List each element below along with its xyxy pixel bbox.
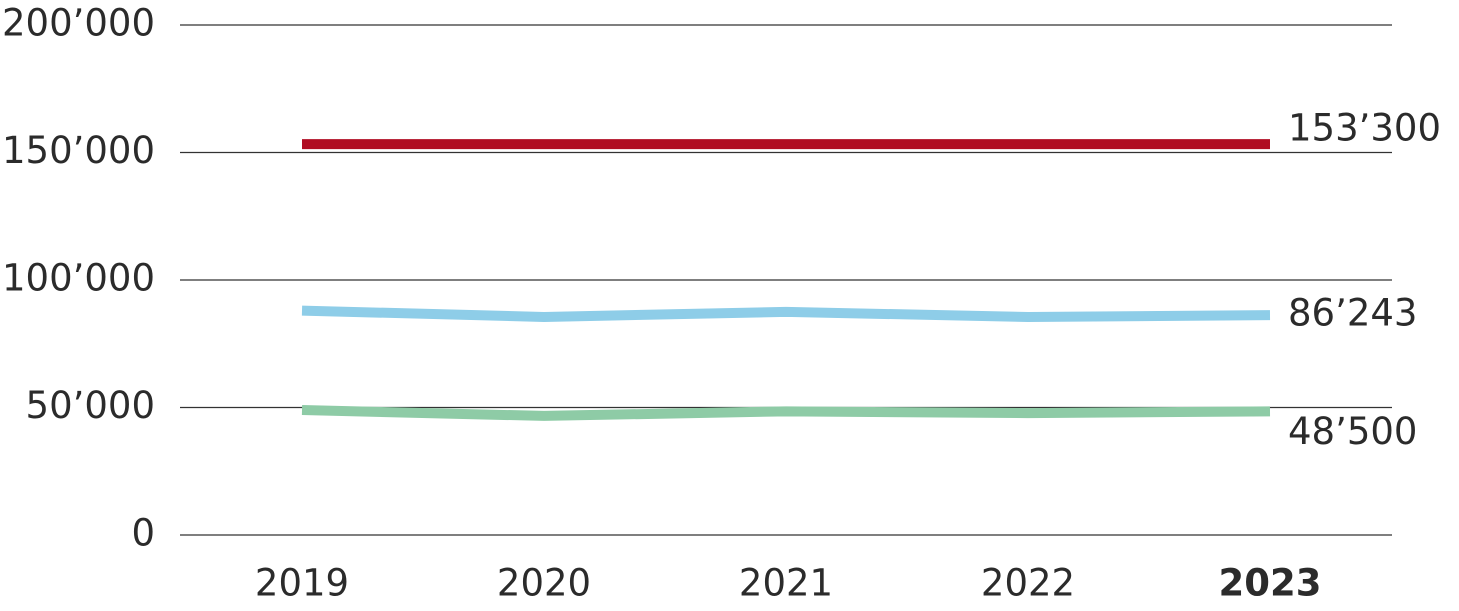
x-tick-label: 2019 [255, 562, 349, 605]
y-tick-label: 0 [131, 512, 155, 555]
x-tick-label: 2023 [1219, 562, 1322, 605]
value-label: 153’300 [1288, 107, 1441, 150]
y-tick-label: 150’000 [2, 129, 155, 172]
y-tick-label: 50’000 [26, 384, 155, 427]
y-tick-label: 200’000 [2, 2, 155, 45]
value-label: 48’500 [1288, 410, 1417, 453]
series-line [301, 405, 1271, 421]
series-line [301, 305, 1271, 322]
x-tick-label: 2021 [739, 562, 833, 605]
value-label: 86’243 [1288, 292, 1417, 335]
x-tick-label: 2022 [981, 562, 1075, 605]
y-tick-label: 100’000 [2, 257, 155, 300]
x-tick-label: 2020 [497, 562, 591, 605]
